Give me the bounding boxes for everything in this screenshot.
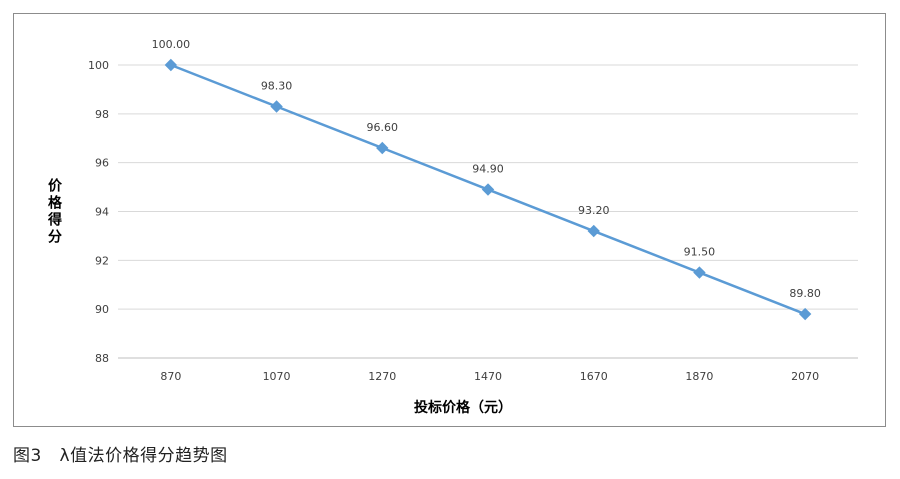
y-tick-label: 98 [95,108,109,121]
x-tick-label: 870 [160,370,181,383]
data-point-marker [164,58,178,72]
data-point-marker [798,307,812,321]
data-label: 98.30 [261,80,293,93]
data-point-marker [270,100,283,113]
y-tick-label: 88 [95,352,109,365]
x-tick-label: 2070 [791,370,819,383]
data-label: 89.80 [789,287,821,300]
gridlines [118,64,858,359]
y-axis-ticks: 88 90 92 94 96 98 100 [88,59,109,365]
data-label: 100.00 [152,38,191,51]
y-axis-title: 价格得分 [47,179,63,246]
x-tick-label: 1670 [580,370,608,383]
data-point-marker [587,224,600,238]
y-tick-label: 100 [88,59,109,72]
x-axis-ticks: 870 1070 1270 1470 1670 1870 2070 [160,370,819,383]
x-axis-title: 投标价格（元） [414,399,512,416]
y-tick-label: 92 [95,254,109,267]
x-tick-label: 1270 [368,370,396,383]
series [164,58,812,321]
y-tick-label: 96 [95,157,109,170]
data-point-marker [693,266,706,279]
data-label: 94.90 [472,163,504,176]
x-tick-label: 1470 [474,370,502,383]
data-point-marker [376,141,389,155]
data-label: 91.50 [684,246,716,259]
data-label: 96.60 [367,121,399,134]
data-point-marker [481,183,495,196]
x-tick-label: 1070 [263,370,291,383]
x-tick-label: 1870 [685,370,713,383]
data-label: 93.20 [578,204,610,217]
y-tick-label: 94 [95,206,109,219]
y-tick-label: 90 [95,303,109,316]
figure-caption: 图3 λ值法价格得分趋势图 [13,446,228,466]
data-labels: 100.00 98.30 96.60 94.90 93.20 91.50 89.80 [152,38,821,300]
